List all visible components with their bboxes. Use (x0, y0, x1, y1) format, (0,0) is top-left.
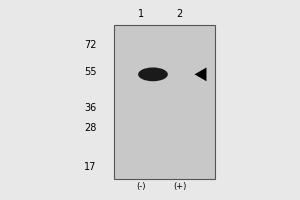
Text: 2: 2 (177, 9, 183, 19)
Text: 1: 1 (138, 9, 144, 19)
Text: 55: 55 (84, 67, 97, 77)
Ellipse shape (138, 67, 168, 81)
Text: 36: 36 (84, 103, 97, 113)
Text: 17: 17 (84, 162, 97, 172)
FancyBboxPatch shape (114, 25, 215, 179)
Text: 72: 72 (84, 40, 97, 50)
Polygon shape (195, 67, 206, 81)
Text: (-): (-) (136, 182, 146, 191)
Text: (+): (+) (173, 182, 186, 191)
Text: 28: 28 (84, 123, 97, 133)
